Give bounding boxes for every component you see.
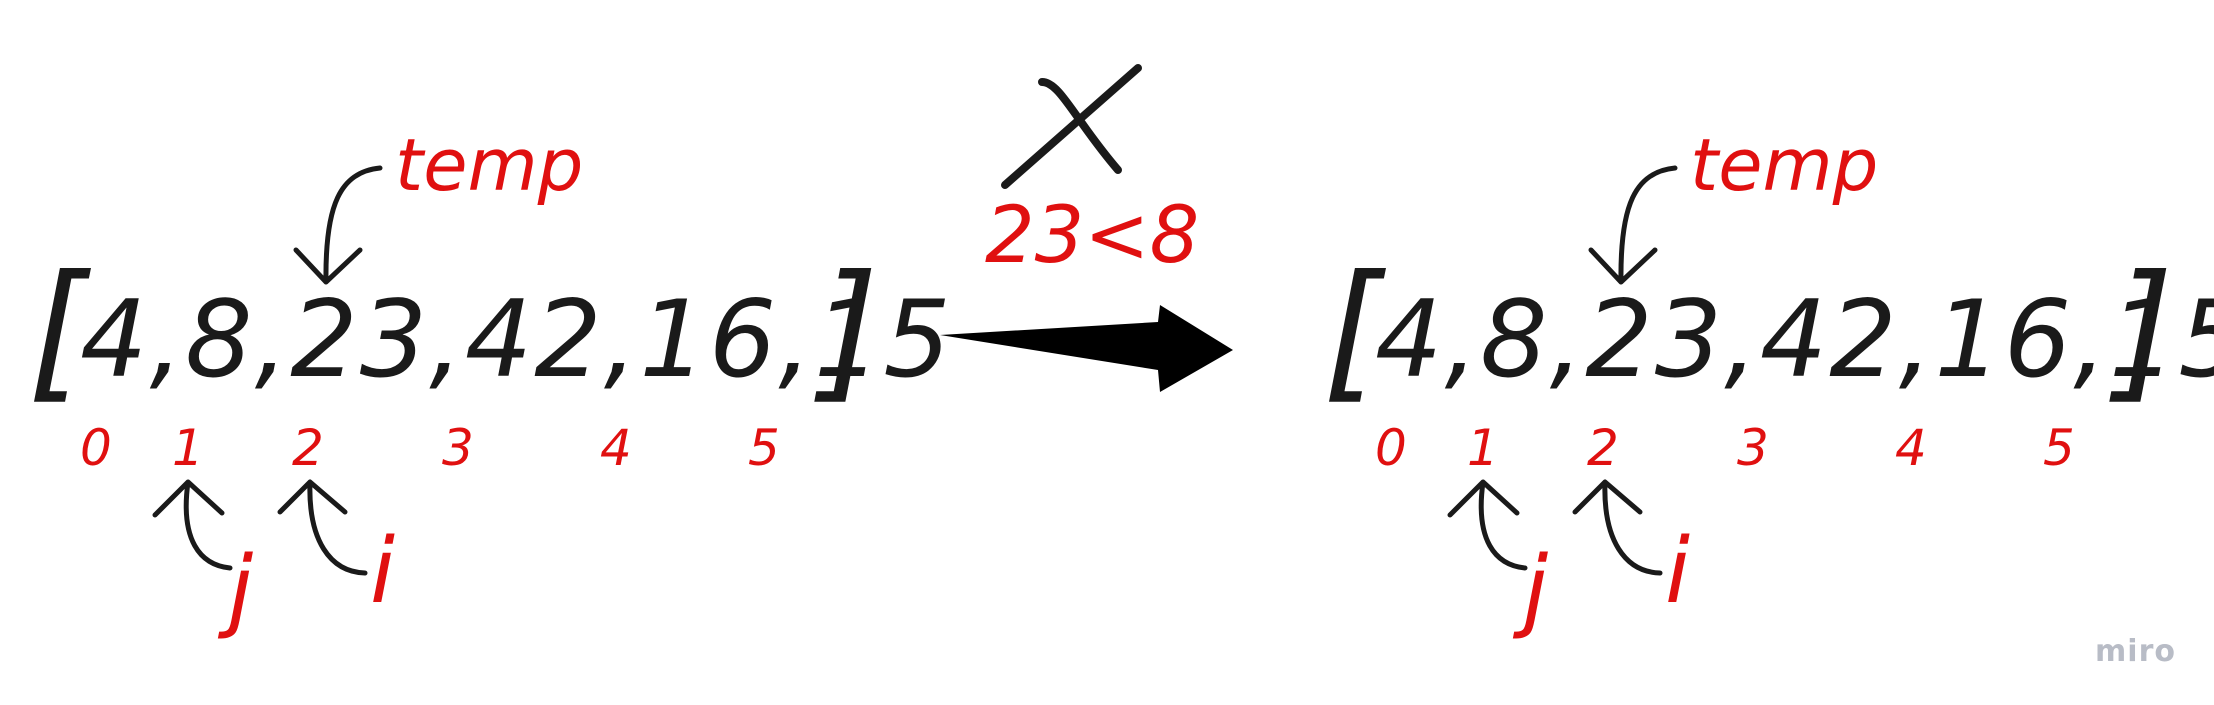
comparison-text: 23<8 — [985, 191, 1199, 281]
left-i-label: i — [370, 519, 395, 624]
right-open-bracket: [ — [1323, 244, 1386, 418]
left-index-2: 2 — [292, 419, 324, 477]
left-array-state: [ 4,8,23,42,16,15 ] 0 1 2 3 4 5 temp j i — [28, 123, 953, 642]
left-i-arrow — [277, 479, 368, 576]
right-index-5: 5 — [2043, 419, 2075, 477]
cross-icon — [1001, 64, 1142, 189]
left-index-0: 0 — [80, 419, 112, 477]
right-close-bracket: ] — [2109, 244, 2174, 418]
right-index-3: 3 — [1737, 419, 1769, 477]
left-index-4: 4 — [600, 419, 632, 477]
right-index-2: 2 — [1587, 419, 1619, 477]
right-j-arrow — [1447, 479, 1528, 571]
left-j-label: j — [217, 537, 253, 642]
transition-arrow — [940, 305, 1233, 392]
right-temp-arrow — [1588, 165, 1678, 285]
left-j-arrow — [152, 479, 233, 571]
right-index-4: 4 — [1895, 419, 1927, 477]
left-array-values: 4,8,23,42,16,15 — [80, 278, 953, 401]
right-i-arrow — [1572, 479, 1663, 576]
right-i-label: i — [1665, 519, 1690, 624]
miro-watermark: miro — [2095, 634, 2176, 669]
right-array-values: 4,8,23,42,16,15 — [1375, 278, 2214, 401]
left-temp-label: temp — [395, 123, 583, 207]
comparison-block: 23<8 — [940, 64, 1233, 392]
left-index-1: 1 — [172, 419, 204, 477]
left-index-5: 5 — [748, 419, 780, 477]
left-open-bracket: [ — [28, 244, 91, 418]
right-temp-label: temp — [1690, 123, 1878, 207]
right-index-1: 1 — [1467, 419, 1499, 477]
right-index-0: 0 — [1375, 419, 1407, 477]
left-close-bracket: ] — [814, 244, 879, 418]
left-temp-arrow — [293, 165, 383, 285]
right-array-state: [ 4,8,23,42,16,15 ] 0 1 2 3 4 5 temp j i — [1323, 123, 2214, 642]
left-index-3: 3 — [442, 419, 474, 477]
right-j-label: j — [1512, 537, 1548, 642]
